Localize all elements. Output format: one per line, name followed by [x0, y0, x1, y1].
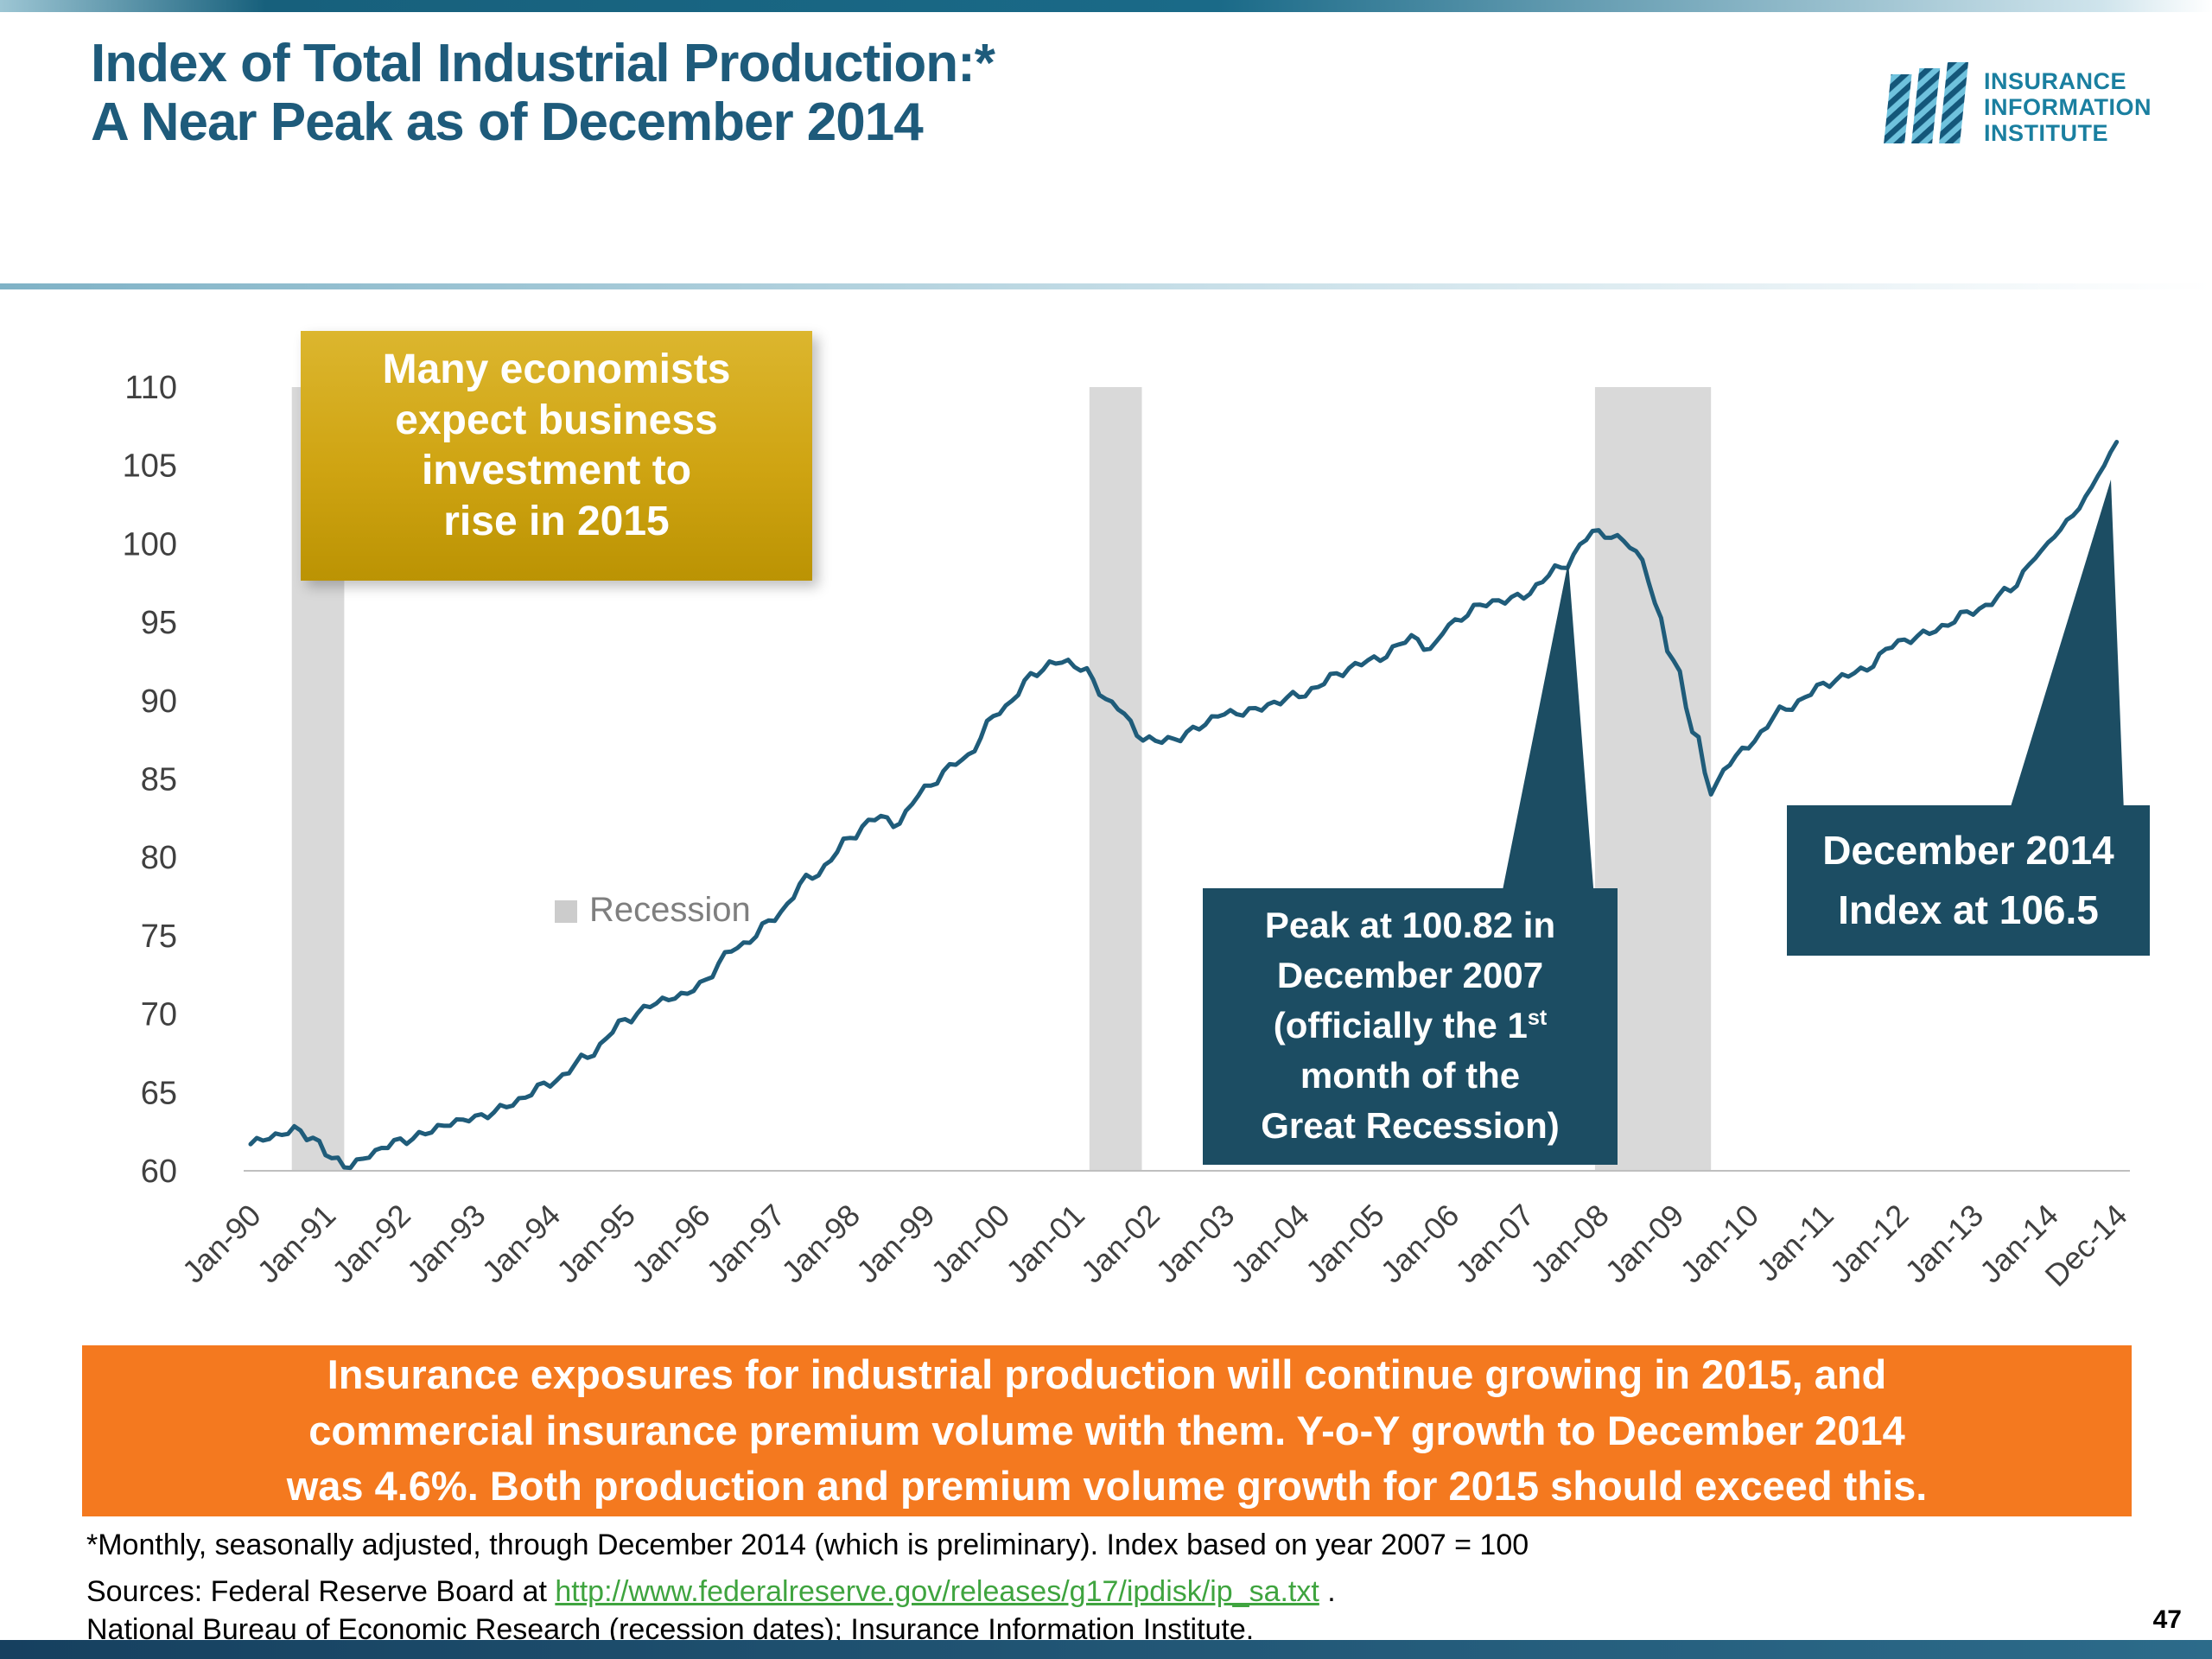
top-accent-bar [0, 0, 2212, 12]
peak-callout: Peak at 100.82 in December 2007 (officia… [1203, 888, 1618, 1165]
peak-line-3: (officially the 1st [1210, 1001, 1611, 1051]
bottom-accent-bar [0, 1640, 2212, 1659]
footnote-1: *Monthly, seasonally adjusted, through D… [86, 1529, 1529, 1561]
legend-swatch [555, 900, 577, 923]
economists-line-4: rise in 2015 [443, 498, 670, 544]
footnotes: *Monthly, seasonally adjusted, through D… [86, 1526, 1529, 1649]
economists-line-3: investment to [421, 448, 692, 494]
dec2014-line-2: Index at 106.5 [1838, 887, 2099, 932]
y-tick-label: 95 [141, 605, 177, 641]
economists-line-1: Many economists [382, 346, 731, 392]
y-tick-label: 100 [123, 526, 177, 563]
peak-line-3-text: (officially the 1 [1273, 1004, 1528, 1046]
peak-line-3-superscript: st [1527, 1005, 1548, 1030]
peak-line-2: December 2007 [1276, 954, 1544, 995]
y-tick-label: 110 [124, 370, 177, 406]
title-divider [0, 283, 2212, 289]
page-number: 47 [2152, 1605, 2182, 1634]
sources-line: Sources: Federal Reserve Board at http:/… [86, 1573, 1529, 1611]
y-tick-label: 65 [141, 1075, 177, 1111]
production-line [248, 440, 2120, 1171]
iii-logo-icon [1884, 62, 1969, 143]
sources-suffix: . [1319, 1575, 1336, 1609]
bottom-banner: Insurance exposures for industrial produ… [82, 1345, 2132, 1516]
y-tick-label: 90 [141, 683, 177, 720]
y-tick-label: 60 [141, 1154, 177, 1190]
logo-line-2: INFORMATION [1984, 93, 2152, 120]
y-tick-label: 80 [141, 840, 177, 876]
banner-line-3: was 4.6%. Both production and premium vo… [286, 1463, 1928, 1510]
y-tick-label: 75 [141, 918, 177, 955]
logo-line-1: INSURANCE [1984, 67, 2127, 94]
title-line-2: A Near Peak as of December 2014 [91, 92, 924, 153]
peak-line-5: Great Recession) [1261, 1104, 1560, 1146]
legend-label: Recession [589, 891, 751, 929]
economists-line-2: expect business [395, 397, 718, 443]
y-tick-label: 70 [141, 997, 177, 1033]
economists-callout: Many economists expect business investme… [301, 331, 812, 581]
title-line-1: Index of Total Industrial Production:* [91, 34, 995, 93]
iii-logo: INSURANCE INFORMATION INSTITUTE [1880, 62, 2152, 152]
sources-prefix: Sources: Federal Reserve Board at [86, 1575, 556, 1609]
peak-line-4: month of the [1300, 1054, 1521, 1096]
logo-line-3: INSTITUTE [1984, 120, 2109, 147]
dec2014-line-1: December 2014 [1822, 828, 2114, 873]
y-tick-label: 85 [141, 762, 177, 798]
recession-band [1089, 387, 1142, 1171]
banner-line-2: commercial insurance premium volume with… [308, 1407, 1905, 1453]
source-link[interactable]: http://www.federalreserve.gov/releases/g… [555, 1575, 1319, 1609]
dec2014-callout: December 2014 Index at 106.5 [1787, 805, 2150, 956]
banner-line-1: Insurance exposures for industrial produ… [327, 1351, 1887, 1397]
peak-line-1: Peak at 100.82 in [1264, 905, 1556, 945]
page-title: Index of Total Industrial Production:* A… [91, 34, 995, 153]
peak-callout-pointer [1501, 562, 1594, 899]
dec2014-callout-pointer [2009, 480, 2124, 812]
iii-logo-text: INSURANCE INFORMATION INSTITUTE [1984, 68, 2152, 147]
y-tick-label: 105 [123, 448, 177, 485]
